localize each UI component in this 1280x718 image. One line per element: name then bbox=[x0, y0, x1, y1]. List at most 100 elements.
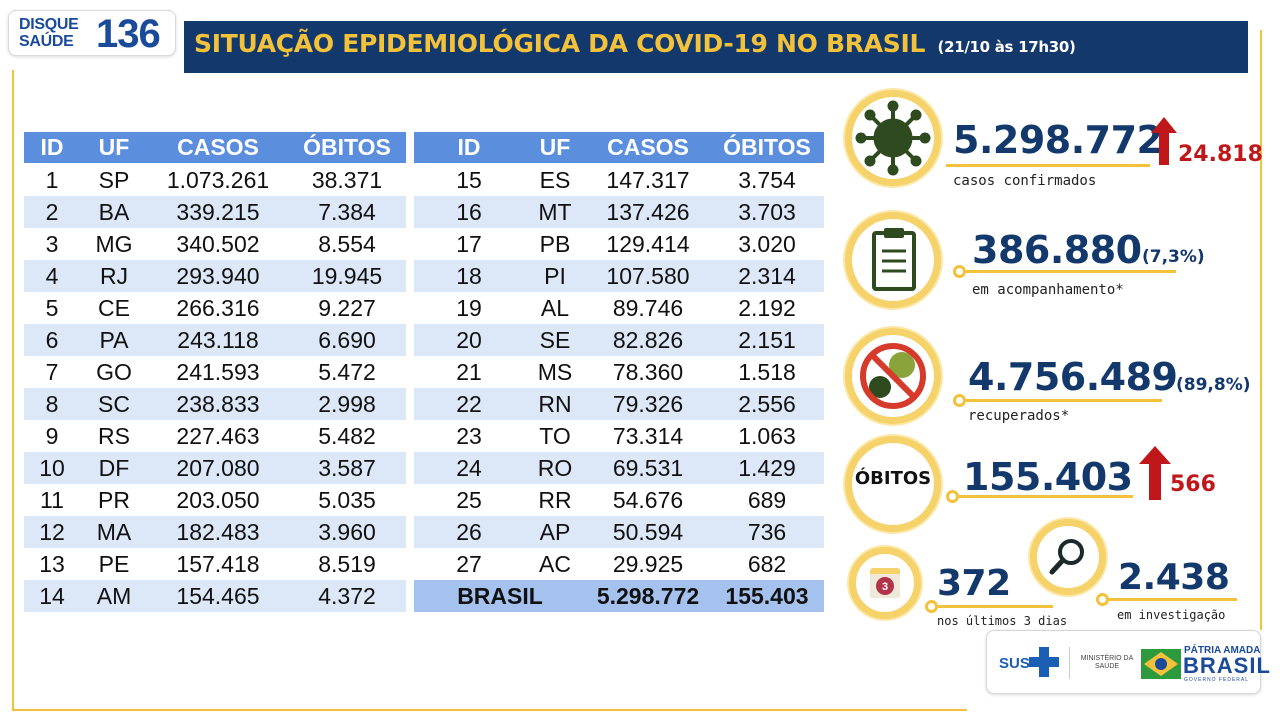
cell-uf: AP bbox=[524, 516, 586, 548]
confirmed-increase: 24.818 bbox=[1178, 142, 1263, 167]
cell-casos: 69.531 bbox=[586, 452, 710, 484]
deaths-underline bbox=[959, 495, 1133, 498]
table-row: 1 SP 1.073.261 38.371 bbox=[24, 164, 406, 196]
table-row: 18 PI 107.580 2.314 bbox=[414, 260, 824, 292]
table-row: 4 RJ 293.940 19.945 bbox=[24, 260, 406, 292]
page-title-text: SITUAÇÃO EPIDEMIOLÓGICA DA COVID-19 NO B… bbox=[194, 29, 926, 58]
cell-obitos: 2.998 bbox=[288, 388, 406, 420]
cell-id: 3 bbox=[45, 230, 59, 257]
cell-casos: 73.314 bbox=[612, 422, 684, 449]
cell-id: 1 bbox=[45, 167, 59, 193]
cell-casos: 157.418 bbox=[176, 550, 260, 577]
table-row: 23 TO 73.314 1.063 bbox=[414, 420, 824, 452]
cell-uf: PE bbox=[98, 550, 130, 577]
brasil-logo-text: BRASIL bbox=[1183, 653, 1271, 678]
cell-obitos: 8.554 bbox=[318, 230, 376, 257]
recovered-dot bbox=[953, 394, 966, 407]
cell-uf: RO bbox=[524, 452, 586, 484]
cell-id: 6 bbox=[24, 324, 80, 356]
col-header-id: ID bbox=[414, 132, 524, 165]
table-row: 12 MA 182.483 3.960 bbox=[24, 516, 406, 548]
monitoring-value: 386.880 bbox=[972, 228, 1142, 272]
cell-uf: PR bbox=[98, 486, 130, 513]
cell-uf: MG bbox=[95, 230, 133, 257]
cell-id: 19 bbox=[456, 294, 482, 321]
last3days-label: nos últimos 3 dias bbox=[937, 614, 1068, 628]
cell-obitos: 8.519 bbox=[318, 550, 376, 577]
investigation-dot bbox=[1096, 593, 1109, 606]
cell-casos: 238.833 bbox=[148, 388, 288, 420]
cell-casos: 79.326 bbox=[586, 388, 710, 420]
cell-uf: AM bbox=[80, 580, 148, 612]
page-title-date: (21/10 às 17h30) bbox=[937, 38, 1076, 56]
cell-uf: TO bbox=[539, 422, 571, 449]
cell-casos: 154.465 bbox=[148, 580, 288, 612]
cell-id: 2 bbox=[24, 196, 80, 228]
table-row: 26 AP 50.594 736 bbox=[414, 516, 824, 548]
logo-number: 136 bbox=[96, 12, 161, 56]
cell-obitos: 6.690 bbox=[288, 324, 406, 356]
cell-casos: 241.593 bbox=[176, 358, 260, 385]
last3days-dot bbox=[925, 600, 938, 613]
cell-obitos: 682 bbox=[747, 550, 787, 577]
cell-uf: SE bbox=[524, 324, 586, 356]
cell-casos: 203.050 bbox=[176, 486, 260, 513]
cell-id: 26 bbox=[414, 516, 524, 548]
table-row: 11 PR 203.050 5.035 bbox=[24, 484, 406, 516]
virus-icon-circle bbox=[845, 90, 941, 186]
cell-id: 13 bbox=[39, 550, 65, 577]
cell-uf: PI bbox=[524, 260, 586, 292]
calendar-number: 3 bbox=[882, 581, 888, 593]
table-row: 2 BA 339.215 7.384 bbox=[24, 196, 406, 228]
table-row: 19 AL 89.746 2.192 bbox=[414, 292, 824, 324]
cell-casos: 266.316 bbox=[176, 294, 260, 321]
logo-line1: DISQUE bbox=[19, 16, 79, 33]
total-casos: 5.298.772 bbox=[586, 580, 710, 612]
cell-id: 23 bbox=[456, 422, 482, 449]
confirmed-up-arrow-icon bbox=[1151, 117, 1177, 165]
virus-icon bbox=[855, 100, 931, 176]
table-row: 22 RN 79.326 2.556 bbox=[414, 388, 824, 420]
cell-obitos: 2.192 bbox=[738, 294, 796, 321]
cell-obitos: 9.227 bbox=[318, 294, 376, 321]
table-total-row: BRASIL 5.298.772 155.403 bbox=[414, 580, 824, 612]
deaths-badge-circle bbox=[845, 436, 941, 532]
recovered-value: 4.756.489 bbox=[968, 355, 1178, 399]
cell-casos: 147.317 bbox=[606, 167, 690, 193]
recovered-underline bbox=[966, 399, 1162, 402]
table-row: 3 MG 340.502 8.554 bbox=[24, 228, 406, 260]
table-row: 14 AM 154.465 4.372 bbox=[24, 580, 406, 612]
monitoring-underline bbox=[966, 270, 1176, 273]
ministry-logo-text: MINISTÉRIO DA SAÚDE bbox=[1077, 655, 1137, 671]
cell-obitos: 2.314 bbox=[710, 260, 824, 292]
no-virus-icon bbox=[860, 343, 926, 409]
magnifier-icon bbox=[1049, 539, 1084, 575]
cell-id: 10 bbox=[24, 452, 80, 484]
cell-id: 18 bbox=[414, 260, 524, 292]
cell-uf: SP bbox=[98, 167, 130, 193]
cell-uf: BA bbox=[80, 196, 148, 228]
cell-obitos: 5.035 bbox=[318, 486, 376, 513]
table-header-row: ID UF CASOS ÓBITOS bbox=[414, 132, 824, 165]
cell-id: 20 bbox=[414, 324, 524, 356]
cell-casos: 78.360 bbox=[612, 358, 684, 385]
deaths-dot bbox=[946, 490, 959, 503]
investigation-underline bbox=[1109, 598, 1237, 601]
cell-casos: 182.483 bbox=[148, 516, 288, 548]
cell-uf: PA bbox=[80, 324, 148, 356]
cell-id: 8 bbox=[24, 388, 80, 420]
cell-id: 12 bbox=[24, 516, 80, 548]
monitoring-dot bbox=[953, 265, 966, 278]
cell-casos: 107.580 bbox=[586, 260, 710, 292]
ministry-line1: MINISTÉRIO DA bbox=[1080, 655, 1134, 662]
table-row: 15 ES 147.317 3.754 bbox=[414, 164, 824, 196]
recovered-percent: (89,8%) bbox=[1176, 375, 1251, 395]
cell-uf: AC bbox=[539, 550, 571, 577]
cell-obitos: 5.482 bbox=[318, 422, 376, 449]
governo-federal-text: GOVERNO FEDERAL bbox=[1184, 677, 1250, 683]
cell-obitos: 1.063 bbox=[738, 422, 796, 449]
monitoring-percent: (7,3%) bbox=[1142, 247, 1205, 267]
total-obitos: 155.403 bbox=[710, 580, 824, 612]
cell-uf: RJ bbox=[80, 260, 148, 292]
col-header-obitos: ÓBITOS bbox=[288, 132, 406, 165]
